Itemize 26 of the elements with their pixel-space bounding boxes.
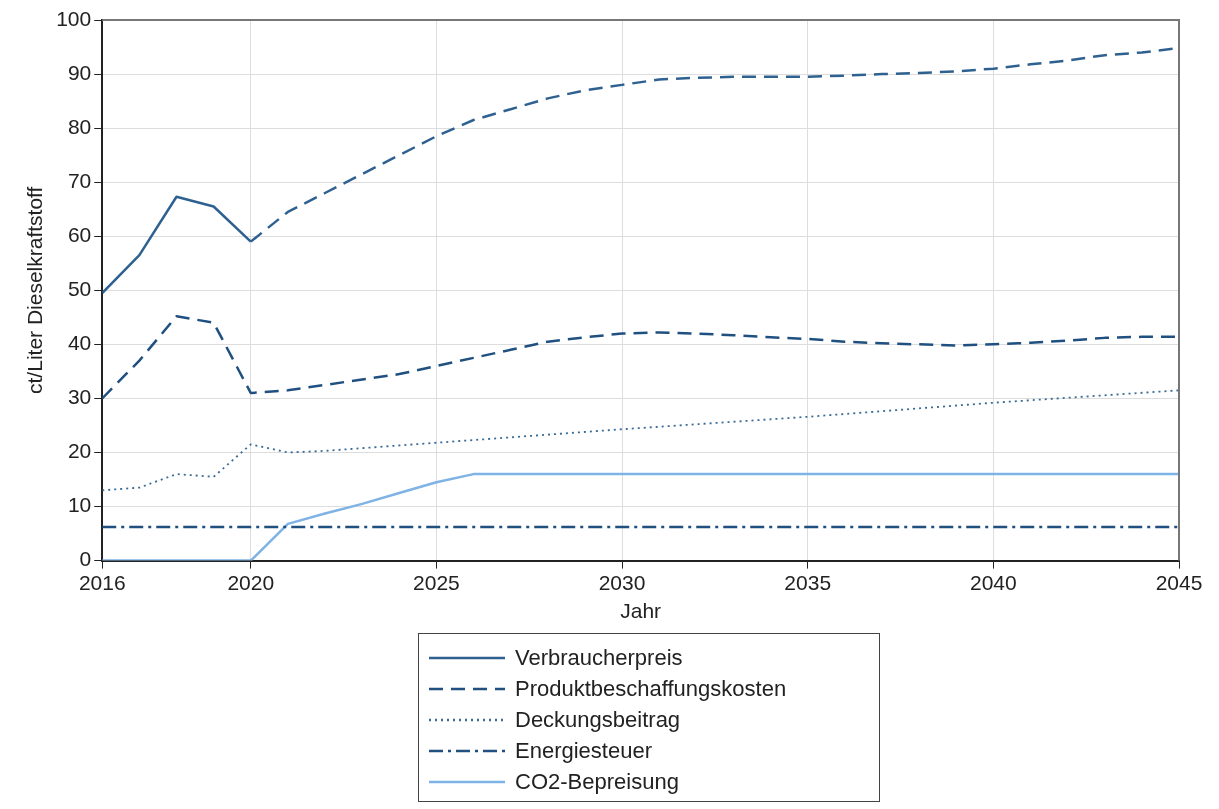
y-tick-label: 10 [67, 493, 92, 517]
x-axis-title: Jahr [620, 599, 662, 623]
line-series [102, 389, 1179, 492]
legend-label: Produktbeschaffungskosten [515, 675, 787, 702]
y-tick-label: 100 [56, 6, 92, 30]
y-tick-label: 70 [67, 168, 92, 192]
x-tick-label: 2040 [969, 571, 1017, 594]
y-tick-label: 60 [67, 223, 92, 247]
y-tick-label: 0 [79, 547, 92, 571]
legend-label: Deckungsbeitrag [515, 706, 681, 733]
x-tick-label: 2045 [1155, 571, 1203, 594]
x-tick-label: 2030 [598, 571, 646, 594]
x-tick-label: 2025 [413, 571, 460, 594]
legend-label: Verbraucherpreis [515, 644, 683, 671]
y-tick-label: 30 [67, 385, 92, 409]
legend-label: Energiesteuer [515, 737, 652, 764]
y-tick-label: 40 [67, 331, 92, 355]
y-axis-title: ct/Liter Dieselkraftstoff [23, 186, 47, 394]
legend-label: CO2-Bepreisung [515, 768, 679, 795]
y-tick-label: 80 [67, 114, 92, 138]
y-tick-label: 20 [67, 439, 92, 463]
y-tick-label: 90 [67, 60, 92, 84]
x-tick-label: 2020 [227, 571, 275, 594]
x-tick-label: 2035 [784, 571, 832, 594]
y-tick-label: 50 [67, 277, 92, 301]
x-tick-label: 2016 [78, 571, 126, 594]
